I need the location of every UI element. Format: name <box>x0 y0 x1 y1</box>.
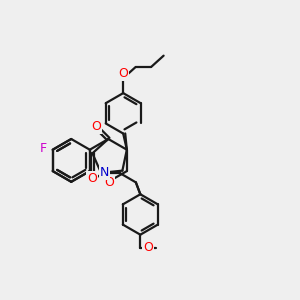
Text: O: O <box>143 241 153 254</box>
Text: O: O <box>104 176 114 190</box>
Text: N: N <box>100 167 110 179</box>
Text: O: O <box>118 67 128 80</box>
Text: O: O <box>88 172 97 185</box>
Text: O: O <box>91 120 101 134</box>
Text: F: F <box>40 142 47 155</box>
